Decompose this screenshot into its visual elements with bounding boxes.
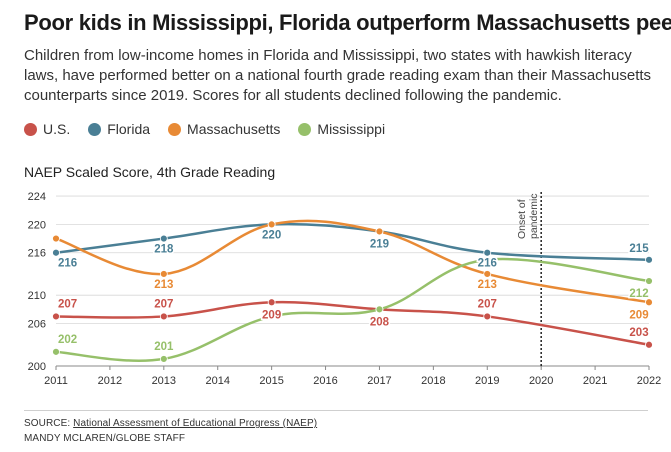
x-tick-2017: 2017 <box>367 375 391 387</box>
x-tick-2012: 2012 <box>98 375 122 387</box>
legend-swatch-us <box>24 122 37 136</box>
grid <box>56 195 649 367</box>
label-florida-2022: 215 <box>629 243 649 255</box>
data-labels: 207 207 209 208 207 203 216 218 220 219 216 215 213 2… <box>57 228 651 355</box>
point-us-2019 <box>483 312 492 321</box>
point-mississippi-2022 <box>645 277 653 285</box>
label-florida-2011: 216 <box>58 258 77 270</box>
x-tick-2015: 2015 <box>259 375 283 387</box>
series-line-mississippi <box>54 257 651 362</box>
point-massachusetts-2013 <box>159 270 168 278</box>
y-tick-206: 206 <box>28 319 46 331</box>
label-mississippi-2013: 201 <box>154 341 174 353</box>
footer-divider <box>24 410 648 411</box>
series-line-florida <box>54 222 651 262</box>
label-florida-2017: 219 <box>370 238 389 250</box>
x-tick-2016: 2016 <box>313 375 337 387</box>
label-florida-2013: 218 <box>154 244 174 256</box>
label-us-2013: 207 <box>154 298 173 310</box>
point-us-2013 <box>159 312 168 321</box>
point-massachusetts-2022 <box>645 298 653 307</box>
legend-item-us: U.S. <box>24 121 70 137</box>
point-massachusetts-2015 <box>267 220 276 229</box>
y-tick-224: 224 <box>28 191 46 203</box>
legend-item-massachusetts: Massachusetts <box>168 121 280 137</box>
legend-label-florida: Florida <box>107 121 151 137</box>
source-prefix: SOURCE: <box>24 418 74 429</box>
y-axis-label: NAEP Scaled Score, 4th Grade Reading <box>24 164 276 180</box>
source-link[interactable]: National Assessment of Educational Progr… <box>73 418 318 429</box>
pandemic-annotation: Onset ofpandemic <box>516 192 542 366</box>
label-us-2011: 207 <box>58 298 77 310</box>
x-tick-2018: 2018 <box>421 375 445 387</box>
label-florida-2019: 216 <box>478 258 497 270</box>
x-tick-2014: 2014 <box>205 375 229 387</box>
legend-item-florida: Florida <box>88 121 150 137</box>
label-mississippi-2011: 202 <box>58 334 77 346</box>
label-massachusetts-2013: 213 <box>154 279 173 291</box>
y-tick-200: 200 <box>28 361 46 373</box>
label-us-2022: 203 <box>629 327 648 339</box>
x-tick-2019: 2019 <box>475 375 499 387</box>
y-tick-216: 216 <box>28 248 46 260</box>
label-massachusetts-2022: 209 <box>629 309 648 321</box>
x-tick-2011: 2011 <box>44 375 68 387</box>
legend-item-mississippi: Mississippi <box>298 121 385 137</box>
label-massachusetts-2019: 213 <box>478 279 497 291</box>
point-us-2022 <box>645 340 653 349</box>
label-us-2017: 208 <box>370 316 390 328</box>
legend-label-us: U.S. <box>43 121 71 137</box>
series-lines <box>54 219 651 362</box>
point-florida-2022 <box>645 255 653 264</box>
chart-subtitle: Children from low-income homes in Florid… <box>24 47 652 104</box>
label-florida-2015: 220 <box>262 229 281 241</box>
point-florida-2013 <box>159 234 168 243</box>
legend-swatch-florida <box>88 122 102 136</box>
legend-label-mississippi: Mississippi <box>317 121 386 137</box>
series-points <box>52 220 653 363</box>
legend: U.S. Florida Massachusetts Mississippi <box>24 121 403 137</box>
series-line-us <box>54 300 651 347</box>
point-mississippi-2011 <box>52 347 60 356</box>
label-mississippi-2022: 212 <box>629 288 648 300</box>
source-note: SOURCE: National Assessment of Education… <box>24 418 317 429</box>
pandemic-label: Onset ofpandemic <box>516 193 540 239</box>
legend-label-massachusetts: Massachusetts <box>187 121 281 137</box>
legend-swatch-massachusetts <box>168 122 182 136</box>
point-mississippi-2017 <box>375 305 384 314</box>
point-massachusetts-2011 <box>52 234 60 243</box>
point-massachusetts-2019 <box>483 270 492 278</box>
x-tick-labels: 2011 2012 2013 2014 2015 2016 2017 2018 2019 2020… <box>44 366 661 387</box>
x-tick-2020: 2020 <box>529 375 553 387</box>
label-us-2019: 207 <box>478 298 497 310</box>
point-mississippi-2013 <box>159 355 168 363</box>
y-tick-210: 210 <box>28 290 46 302</box>
x-tick-2022: 2022 <box>637 375 661 387</box>
point-florida-2019 <box>483 248 492 257</box>
label-us-2015: 209 <box>262 309 281 321</box>
legend-swatch-mississippi <box>298 122 312 136</box>
series-line-massachusetts <box>54 219 651 304</box>
point-mississippi-2015 <box>267 312 276 321</box>
point-florida-2011 <box>52 248 60 257</box>
x-tick-2021: 2021 <box>583 375 607 387</box>
point-massachusetts-2017 <box>375 227 384 236</box>
credit-line: MANDY MCLAREN/GLOBE STAFF <box>24 433 186 444</box>
chart-title: Poor kids in Mississippi, Florida outper… <box>24 10 671 35</box>
point-mississippi-2019 <box>483 255 492 264</box>
point-us-2015 <box>267 298 276 307</box>
y-tick-labels: 200 206 210 216 220 224 <box>28 191 46 373</box>
x-tick-2013: 2013 <box>152 375 176 387</box>
y-tick-220: 220 <box>28 219 46 231</box>
point-us-2011 <box>52 312 60 321</box>
